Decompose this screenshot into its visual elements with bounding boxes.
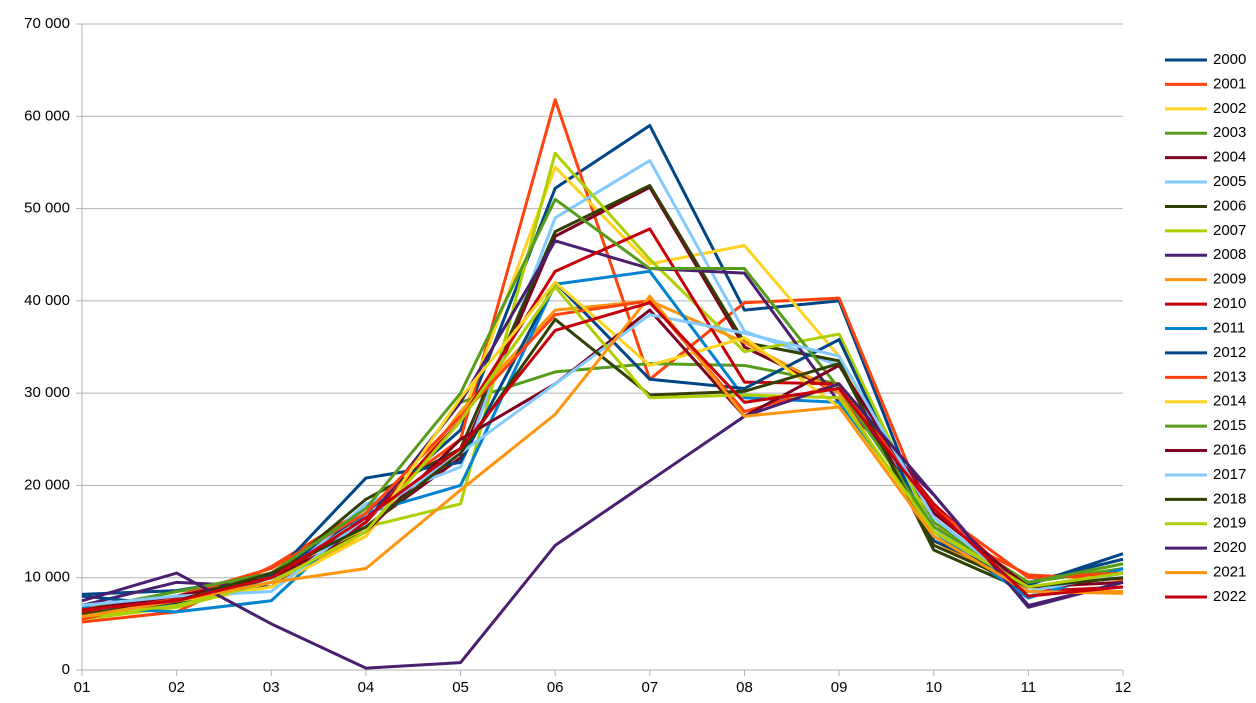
y-tick-label: 70 000 (24, 15, 70, 32)
x-tick-label: 01 (74, 679, 91, 696)
legend-label: 2010 (1213, 295, 1246, 312)
series-line (81, 285, 1124, 618)
legend-label: 2012 (1213, 344, 1246, 361)
series-line (81, 269, 1124, 614)
legend-label: 2000 (1213, 51, 1246, 68)
legend-label: 2013 (1213, 368, 1246, 385)
legend-label: 2002 (1213, 100, 1246, 117)
y-tick-label: 40 000 (24, 292, 70, 309)
legend-label: 2014 (1213, 393, 1246, 410)
legend-label: 2006 (1213, 197, 1246, 214)
legend-label: 2017 (1213, 466, 1246, 483)
legend-label: 2007 (1213, 222, 1246, 239)
y-tick-label: 0 (62, 661, 70, 678)
legend-label: 2021 (1213, 564, 1246, 581)
series-line (81, 313, 1124, 607)
series-line (81, 124, 1124, 596)
y-tick-label: 10 000 (24, 569, 70, 586)
x-tick-label: 09 (831, 679, 848, 696)
x-tick-label: 11 (1021, 679, 1037, 696)
series-line (81, 299, 1124, 621)
x-tick-label: 02 (168, 679, 185, 696)
legend-label: 2011 (1213, 319, 1245, 336)
x-tick-label: 05 (452, 679, 469, 696)
legend-label: 2018 (1213, 490, 1246, 507)
x-tick-label: 12 (1115, 679, 1132, 696)
legend-label: 2003 (1213, 124, 1246, 141)
series-line (81, 301, 1124, 612)
x-tick-label: 04 (358, 679, 375, 696)
legend-label: 2009 (1213, 271, 1246, 288)
legend-label: 2022 (1213, 588, 1246, 605)
legend-label: 2001 (1213, 75, 1246, 92)
x-tick-label: 07 (641, 679, 658, 696)
x-tick-label: 08 (736, 679, 753, 696)
y-tick-label: 30 000 (24, 384, 70, 401)
y-tick-label: 50 000 (24, 200, 70, 217)
x-tick-label: 10 (925, 679, 942, 696)
series-line (81, 362, 1124, 612)
x-tick-label: 03 (263, 679, 280, 696)
x-tick-label: 06 (547, 679, 564, 696)
series-line (81, 382, 1124, 670)
series-line (81, 317, 1124, 617)
legend-label: 2016 (1213, 442, 1246, 459)
legend-label: 2019 (1213, 515, 1246, 532)
legend-label: 2004 (1213, 149, 1246, 166)
y-tick-label: 20 000 (24, 476, 70, 493)
y-tick-label: 60 000 (24, 107, 70, 124)
legend-label: 2020 (1213, 539, 1246, 556)
legend-label: 2015 (1213, 417, 1246, 434)
series-line (81, 294, 1124, 618)
legend-label: 2008 (1213, 246, 1246, 263)
legend-label: 2005 (1213, 173, 1246, 190)
